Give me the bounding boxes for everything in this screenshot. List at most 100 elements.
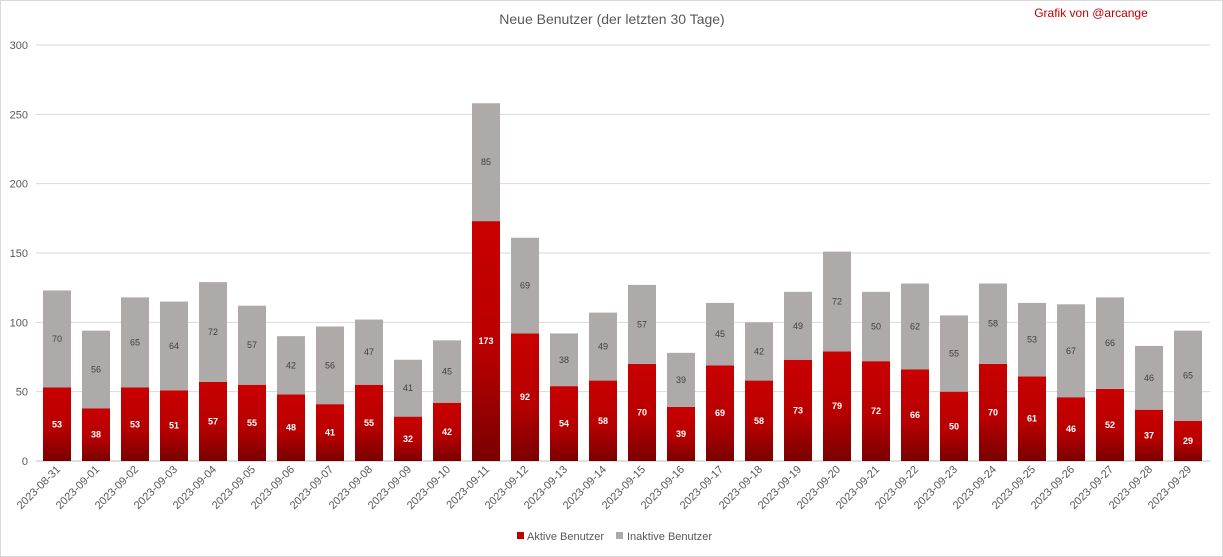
data-label-inactive: 42	[286, 360, 296, 370]
data-label-inactive: 49	[793, 321, 803, 331]
bar-inactive	[628, 284, 656, 364]
data-label-inactive: 50	[871, 321, 881, 331]
data-label-active: 173	[478, 336, 493, 346]
data-label-inactive: 55	[949, 349, 959, 359]
bar-inactive	[1135, 345, 1163, 410]
bar-active	[433, 402, 461, 461]
data-label-active: 41	[325, 428, 335, 438]
legend-label-inactive: Inaktive Benutzer	[627, 531, 712, 543]
y-tick-label: 50	[16, 387, 28, 399]
bar-active	[472, 221, 500, 461]
data-label-active: 66	[910, 410, 920, 420]
data-label-inactive: 45	[442, 367, 452, 377]
data-label-active: 73	[793, 405, 803, 415]
bar-active	[940, 391, 968, 461]
bar-active	[1096, 388, 1124, 461]
bar-inactive	[1096, 297, 1124, 389]
bar-inactive	[550, 333, 578, 387]
data-label-active: 92	[520, 392, 530, 402]
data-label-inactive: 67	[1066, 346, 1076, 356]
data-label-active: 53	[130, 419, 140, 429]
data-label-active: 51	[169, 421, 179, 431]
data-label-active: 53	[52, 419, 62, 429]
bar-active	[784, 359, 812, 461]
data-label-active: 39	[676, 429, 686, 439]
y-tick-label: 150	[10, 248, 28, 260]
bar-active	[628, 363, 656, 461]
data-label-inactive: 56	[325, 360, 335, 370]
data-label-inactive: 69	[520, 281, 530, 291]
data-label-active: 46	[1066, 424, 1076, 434]
data-label-active: 69	[715, 408, 725, 418]
bar-inactive	[589, 312, 617, 381]
data-label-inactive: 46	[1144, 373, 1154, 383]
data-label-inactive: 47	[364, 347, 374, 357]
bar-inactive	[1057, 304, 1085, 398]
bar-inactive	[667, 352, 695, 407]
data-label-active: 52	[1105, 420, 1115, 430]
bar-active	[43, 387, 71, 461]
data-label-inactive: 64	[169, 341, 179, 351]
data-label-inactive: 57	[247, 340, 257, 350]
data-label-active: 42	[442, 427, 452, 437]
bar-active	[550, 386, 578, 461]
data-label-inactive: 41	[403, 383, 413, 393]
bar-active	[355, 384, 383, 461]
data-label-active: 58	[754, 416, 764, 426]
bar-inactive	[82, 330, 110, 409]
bar-active	[862, 361, 890, 461]
data-label-active: 79	[832, 401, 842, 411]
y-tick-label: 250	[10, 109, 28, 121]
bar-inactive	[979, 283, 1007, 364]
data-label-active: 72	[871, 406, 881, 416]
data-label-active: 58	[598, 416, 608, 426]
data-label-inactive: 65	[130, 337, 140, 347]
data-label-active: 50	[949, 421, 959, 431]
bar-inactive	[238, 305, 266, 385]
data-label-inactive: 53	[1027, 335, 1037, 345]
bar-active	[667, 406, 695, 461]
data-label-active: 29	[1183, 436, 1193, 446]
data-label-inactive: 62	[910, 321, 920, 331]
data-label-inactive: 39	[676, 375, 686, 385]
bar-inactive	[43, 290, 71, 388]
data-label-active: 57	[208, 416, 218, 426]
bar-active	[277, 394, 305, 461]
bar-active	[1174, 420, 1202, 461]
bar-inactive	[823, 251, 851, 352]
bar-active	[160, 390, 188, 461]
bar-active	[394, 416, 422, 461]
bar-inactive	[901, 283, 929, 370]
data-label-active: 55	[364, 418, 374, 428]
data-label-inactive: 58	[988, 319, 998, 329]
bar-active	[589, 380, 617, 461]
bar-active	[979, 363, 1007, 461]
data-label-active: 38	[91, 430, 101, 440]
bar-inactive	[784, 291, 812, 360]
bar-active	[1057, 397, 1085, 461]
bar-active	[82, 408, 110, 461]
bar-active	[901, 369, 929, 461]
y-tick-label: 300	[10, 40, 28, 52]
chart-title: Neue Benutzer (der letzten 30 Tage)	[499, 11, 724, 27]
bar-inactive	[862, 291, 890, 362]
bar-active	[823, 351, 851, 461]
bar-active	[316, 404, 344, 461]
data-label-inactive: 66	[1105, 338, 1115, 348]
legend-label-active: Aktive Benutzer	[527, 531, 604, 543]
bar-inactive	[706, 302, 734, 366]
y-tick-label: 200	[10, 179, 28, 191]
y-tick-label: 0	[22, 456, 28, 468]
data-label-active: 37	[1144, 430, 1154, 440]
data-label-active: 70	[637, 407, 647, 417]
data-label-inactive: 38	[559, 355, 569, 365]
data-label-active: 32	[403, 434, 413, 444]
data-label-active: 48	[286, 423, 296, 433]
y-tick-label: 100	[10, 317, 28, 329]
legend-swatch-active	[517, 532, 524, 539]
data-label-inactive: 56	[91, 364, 101, 374]
bar-active	[238, 384, 266, 461]
data-label-inactive: 72	[208, 327, 218, 337]
bar-active	[706, 365, 734, 461]
